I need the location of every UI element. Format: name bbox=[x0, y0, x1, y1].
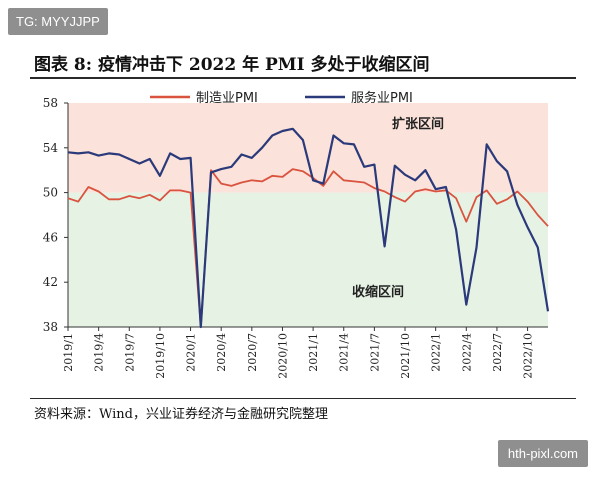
x-tick-label: 2022/7 bbox=[491, 333, 504, 372]
y-tick-label: 38 bbox=[43, 320, 58, 334]
x-tick-label: 2019/7 bbox=[123, 333, 136, 372]
y-tick-label: 42 bbox=[43, 275, 58, 289]
x-tick-label: 2019/1 bbox=[62, 333, 75, 372]
source-rule bbox=[30, 398, 576, 399]
series-line-0 bbox=[67, 168, 549, 328]
x-tick-label: 2021/1 bbox=[307, 333, 320, 372]
x-tick-label: 2021/10 bbox=[399, 333, 412, 379]
axes-layer: 38 42 46 50 54 58 2019/1 2019/4 2019/7 2019/10 202… bbox=[43, 96, 548, 379]
zone-label-1: 收缩区间 bbox=[352, 284, 404, 300]
y-tick-label: 46 bbox=[43, 230, 58, 244]
pmi-line-chart: 38 42 46 50 54 58 2019/1 2019/4 2019/7 2019/10 202… bbox=[43, 90, 550, 379]
zone-band-1 bbox=[68, 192, 548, 327]
legend: 制造业PMI 服务业PMI bbox=[150, 90, 413, 106]
x-tick-label: 2019/10 bbox=[154, 333, 167, 379]
y-tick-label: 58 bbox=[43, 96, 58, 110]
x-tick-label: 2020/7 bbox=[246, 333, 259, 372]
x-tick-label: 2020/4 bbox=[215, 333, 228, 372]
x-tick-label: 2019/4 bbox=[93, 333, 106, 372]
title-rule bbox=[30, 77, 576, 79]
x-tick-label: 2020/10 bbox=[276, 333, 289, 379]
watermark-bottom: hth-pixl.com bbox=[497, 440, 588, 467]
zone-layer bbox=[68, 103, 548, 327]
x-tick-label: 2022/10 bbox=[522, 333, 535, 379]
y-tick-label: 50 bbox=[43, 186, 58, 200]
zone-label-0: 扩张区间 bbox=[392, 116, 444, 132]
legend-label-1: 服务业PMI bbox=[351, 90, 413, 106]
x-tick-label: 2021/7 bbox=[368, 333, 381, 372]
series-layer bbox=[67, 127, 550, 329]
figure-source: 资料来源：Wind，兴业证券经济与金融研究院整理 bbox=[34, 407, 328, 422]
x-tick-label: 2022/1 bbox=[430, 333, 443, 372]
legend-label-0: 制造业PMI bbox=[196, 91, 258, 106]
figure-title: 图表 8: 疫情冲击下 2022 年 PMI 多处于收缩区间 bbox=[34, 55, 430, 75]
x-tick-label: 2022/4 bbox=[460, 333, 473, 372]
zone-band-0 bbox=[68, 103, 548, 193]
x-tick-label: 2020/1 bbox=[185, 333, 198, 372]
series-line-1 bbox=[67, 127, 550, 329]
x-tick-label: 2021/4 bbox=[338, 333, 351, 372]
watermark-top: TG: MYYJJPP bbox=[8, 8, 108, 35]
y-tick-label: 54 bbox=[43, 141, 59, 155]
